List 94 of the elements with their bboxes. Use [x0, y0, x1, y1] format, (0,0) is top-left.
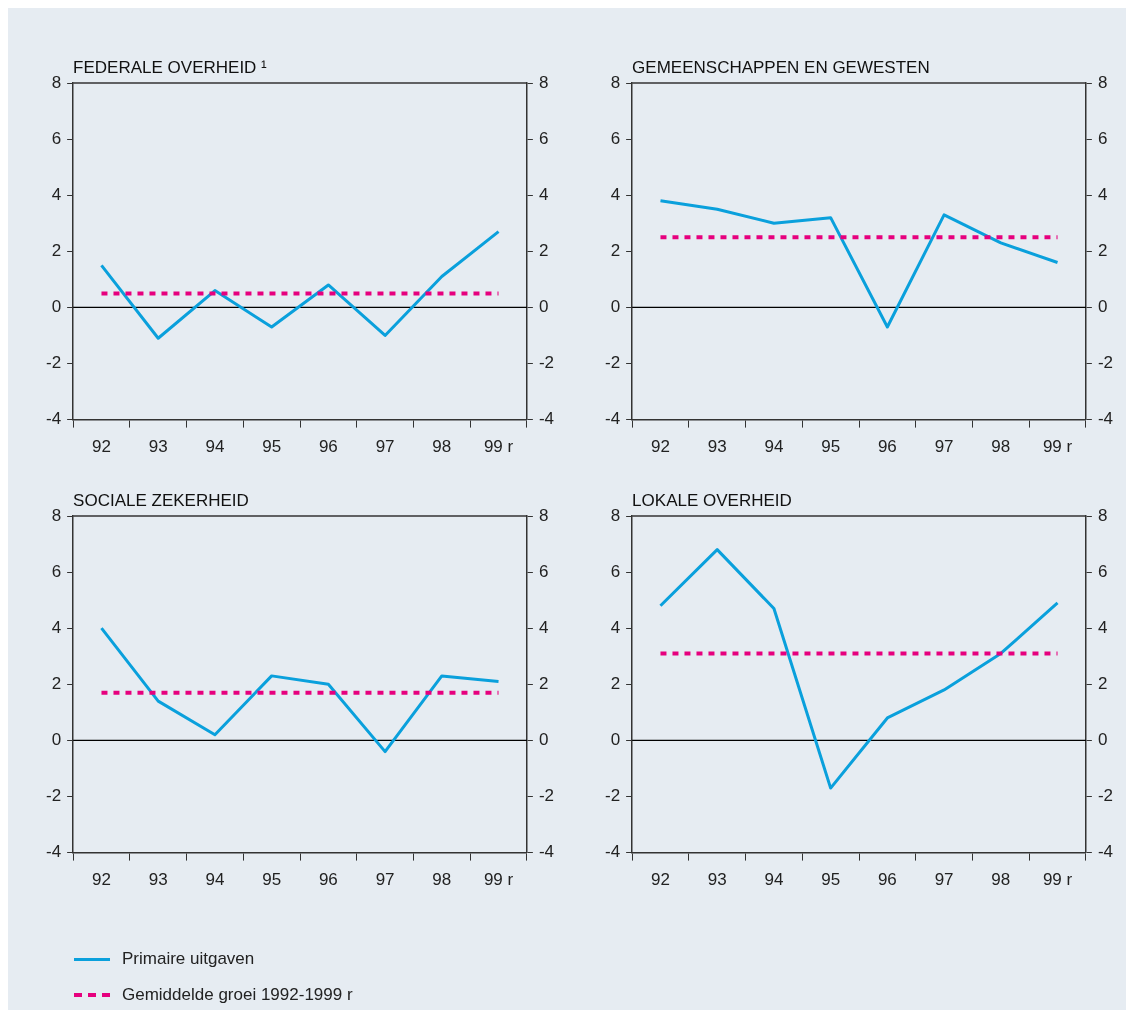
x-tick-label: 95 [262, 437, 282, 457]
y2-tick-label: 2 [1097, 240, 1108, 260]
chart-title: FEDERALE OVERHEID ¹ [73, 58, 268, 78]
legend-label: Gemiddelde groei 1992-1999 r [122, 985, 353, 1005]
x-tick-label: 94 [764, 870, 784, 890]
x-tick-label: 99 r [483, 437, 514, 457]
chart-title: GEMEENSCHAPPEN EN GEWESTEN [632, 58, 930, 78]
y-tick-label: 0 [610, 297, 621, 317]
y-tick-label: 0 [51, 730, 62, 750]
y2-tick-label: 8 [538, 72, 549, 92]
x-tick-label: 92 [651, 437, 670, 457]
x-tick-label: 94 [205, 437, 225, 457]
x-tick-label: 92 [651, 870, 670, 890]
y2-tick-label: 4 [538, 617, 549, 637]
y-tick-label: -2 [604, 353, 621, 373]
y2-tick-label: 4 [1097, 617, 1108, 637]
x-tick-label: 93 [707, 870, 727, 890]
x-tick-label: 94 [205, 870, 225, 890]
y-tick-label: 2 [51, 673, 62, 693]
y-tick-label: 4 [51, 184, 62, 204]
x-tick-label: 98 [991, 870, 1011, 890]
y-tick-label: -2 [604, 786, 621, 806]
x-tick-label: 96 [877, 437, 897, 457]
y2-tick-label: -2 [1097, 353, 1114, 373]
x-tick-label: 95 [821, 437, 841, 457]
y2-tick-label: 6 [1097, 561, 1108, 581]
y-tick-label: -4 [45, 409, 62, 429]
x-tick-label: 97 [375, 437, 395, 457]
x-tick-label: 96 [318, 870, 338, 890]
y-tick-label: -2 [45, 353, 62, 373]
y2-tick-label: -2 [538, 353, 555, 373]
y-tick-label: 4 [51, 617, 62, 637]
x-tick-label: 99 r [483, 870, 514, 890]
x-tick-label: 93 [707, 437, 727, 457]
y-tick-label: -4 [604, 842, 621, 862]
y2-tick-label: 2 [538, 240, 549, 260]
x-tick-label: 96 [877, 870, 897, 890]
y-tick-label: -2 [45, 786, 62, 806]
y2-tick-label: 0 [1097, 730, 1108, 750]
y-tick-label: 6 [51, 128, 62, 148]
x-tick-label: 95 [262, 870, 282, 890]
y2-tick-label: -4 [1097, 409, 1114, 429]
x-tick-label: 94 [764, 437, 784, 457]
y2-tick-label: 6 [538, 128, 549, 148]
y-tick-label: 2 [51, 240, 62, 260]
x-tick-label: 92 [92, 437, 111, 457]
y-tick-label: 6 [610, 561, 621, 581]
x-tick-label: 93 [148, 870, 168, 890]
x-tick-label: 93 [148, 437, 168, 457]
x-tick-label: 92 [92, 870, 111, 890]
chart-title: SOCIALE ZEKERHEID [73, 491, 249, 511]
y-tick-label: 8 [51, 72, 62, 92]
y2-tick-label: 8 [538, 505, 549, 525]
y2-tick-label: 4 [1097, 184, 1108, 204]
y-tick-label: -4 [45, 842, 62, 862]
x-tick-label: 96 [318, 437, 338, 457]
x-tick-label: 97 [934, 870, 954, 890]
y2-tick-label: 8 [1097, 505, 1108, 525]
y-tick-label: 6 [51, 561, 62, 581]
x-tick-label: 97 [934, 437, 954, 457]
y-tick-label: 6 [610, 128, 621, 148]
chart-title: LOKALE OVERHEID [632, 491, 792, 511]
y-tick-label: 4 [610, 184, 621, 204]
x-tick-label: 98 [432, 437, 452, 457]
y2-tick-label: 2 [538, 673, 549, 693]
y2-tick-label: 4 [538, 184, 549, 204]
y-tick-label: 2 [610, 240, 621, 260]
y2-tick-label: 8 [1097, 72, 1108, 92]
y-tick-label: -4 [604, 409, 621, 429]
y2-tick-label: 2 [1097, 673, 1108, 693]
y2-tick-label: -4 [1097, 842, 1114, 862]
x-tick-label: 98 [432, 870, 452, 890]
x-tick-label: 95 [821, 870, 841, 890]
y-tick-label: 8 [51, 505, 62, 525]
y2-tick-label: -2 [1097, 786, 1114, 806]
y2-tick-label: 0 [538, 297, 549, 317]
y-tick-label: 0 [51, 297, 62, 317]
y2-tick-label: -4 [538, 409, 555, 429]
y-tick-label: 4 [610, 617, 621, 637]
y-tick-label: 0 [610, 730, 621, 750]
y-tick-label: 2 [610, 673, 621, 693]
x-tick-label: 99 r [1042, 870, 1073, 890]
y2-tick-label: 0 [538, 730, 549, 750]
x-tick-label: 99 r [1042, 437, 1073, 457]
y2-tick-label: 0 [1097, 297, 1108, 317]
y-tick-label: 8 [610, 505, 621, 525]
y2-tick-label: -2 [538, 786, 555, 806]
legend-label: Primaire uitgaven [122, 949, 255, 969]
y2-tick-label: 6 [1097, 128, 1108, 148]
x-tick-label: 97 [375, 870, 395, 890]
y2-tick-label: -4 [538, 842, 555, 862]
y-tick-label: 8 [610, 72, 621, 92]
x-tick-label: 98 [991, 437, 1011, 457]
y2-tick-label: 6 [538, 561, 549, 581]
